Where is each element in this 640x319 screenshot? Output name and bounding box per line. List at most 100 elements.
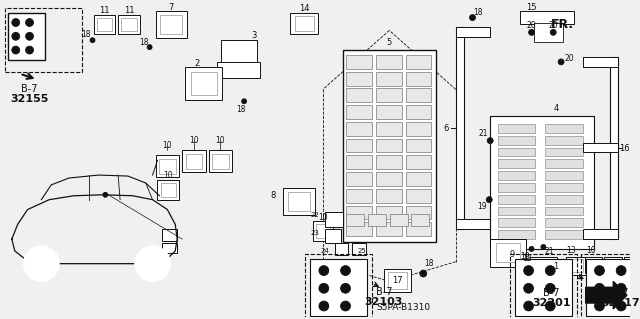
Bar xyxy=(604,257,622,272)
Bar xyxy=(627,259,639,270)
Bar xyxy=(8,13,45,60)
Circle shape xyxy=(558,59,564,65)
Bar xyxy=(586,259,640,316)
Bar xyxy=(335,243,348,255)
Text: 7: 7 xyxy=(168,3,174,12)
Text: 20: 20 xyxy=(548,21,558,30)
Text: 24: 24 xyxy=(321,248,329,254)
Circle shape xyxy=(545,266,555,276)
Circle shape xyxy=(529,247,534,251)
Circle shape xyxy=(524,301,534,311)
Bar xyxy=(284,188,315,215)
Bar xyxy=(498,207,536,215)
Bar xyxy=(163,243,177,253)
Circle shape xyxy=(541,244,546,249)
Circle shape xyxy=(319,301,329,311)
Text: 15: 15 xyxy=(526,3,537,12)
Bar xyxy=(498,136,536,145)
Bar xyxy=(412,214,429,226)
Bar xyxy=(490,239,525,267)
Bar xyxy=(5,8,82,72)
Circle shape xyxy=(524,283,534,293)
Bar xyxy=(534,260,553,275)
Text: 3: 3 xyxy=(252,31,257,40)
Bar xyxy=(163,229,177,241)
Text: 11: 11 xyxy=(124,6,134,15)
Text: 22: 22 xyxy=(310,212,319,219)
Text: B-7: B-7 xyxy=(612,288,628,298)
Bar xyxy=(376,189,402,203)
Bar xyxy=(97,18,112,31)
Text: 9: 9 xyxy=(509,250,515,259)
Text: 1: 1 xyxy=(554,262,559,271)
Bar xyxy=(346,172,372,186)
Circle shape xyxy=(616,266,626,276)
Bar xyxy=(376,55,402,69)
Bar xyxy=(346,88,372,102)
Circle shape xyxy=(550,29,556,35)
Bar xyxy=(515,259,572,316)
Bar xyxy=(545,207,583,215)
Bar xyxy=(294,16,314,31)
Text: 18: 18 xyxy=(236,105,246,114)
Bar xyxy=(376,155,402,169)
Text: 10: 10 xyxy=(189,136,199,145)
Bar xyxy=(498,124,536,133)
Bar xyxy=(538,266,551,279)
Bar xyxy=(534,264,554,281)
Bar xyxy=(529,257,557,278)
Bar xyxy=(607,259,620,270)
Text: B-7: B-7 xyxy=(21,85,38,94)
Text: 23: 23 xyxy=(310,230,319,236)
Bar xyxy=(291,13,318,34)
Text: 5: 5 xyxy=(387,38,392,47)
Bar xyxy=(498,195,536,204)
Bar xyxy=(325,211,342,227)
Bar xyxy=(160,15,182,34)
Text: 14: 14 xyxy=(299,4,309,13)
Circle shape xyxy=(12,32,20,40)
Bar xyxy=(490,116,593,249)
Circle shape xyxy=(319,283,329,293)
Bar xyxy=(376,206,402,219)
Bar xyxy=(353,243,366,255)
Bar xyxy=(221,40,257,68)
Bar xyxy=(569,259,583,272)
Text: 32201: 32201 xyxy=(532,298,570,308)
Bar xyxy=(191,72,217,95)
Circle shape xyxy=(595,266,604,276)
Text: 18: 18 xyxy=(424,259,434,268)
Circle shape xyxy=(529,29,534,35)
Bar xyxy=(520,11,574,25)
Text: 32103: 32103 xyxy=(365,297,403,307)
Circle shape xyxy=(26,46,33,54)
Text: 19: 19 xyxy=(520,252,529,261)
Bar xyxy=(325,229,340,243)
Bar xyxy=(406,155,431,169)
Bar xyxy=(346,122,372,136)
Text: 10: 10 xyxy=(586,246,595,256)
Bar xyxy=(510,254,577,319)
Bar xyxy=(390,214,408,226)
Bar xyxy=(346,72,372,85)
Circle shape xyxy=(616,301,626,311)
Bar xyxy=(406,72,431,85)
Polygon shape xyxy=(586,281,627,309)
Text: 16: 16 xyxy=(619,144,629,152)
Circle shape xyxy=(595,283,604,293)
Bar xyxy=(305,254,372,319)
Bar xyxy=(288,192,310,211)
Bar xyxy=(156,155,179,177)
Text: 10: 10 xyxy=(216,136,225,145)
Text: 20: 20 xyxy=(564,55,574,63)
Bar xyxy=(122,18,136,31)
Circle shape xyxy=(26,32,33,40)
Bar xyxy=(346,155,372,169)
Text: 10: 10 xyxy=(163,141,172,150)
Bar xyxy=(624,257,640,272)
Bar xyxy=(310,259,367,316)
Bar xyxy=(376,139,402,152)
Bar xyxy=(498,219,536,227)
Circle shape xyxy=(26,19,33,26)
Circle shape xyxy=(90,38,95,43)
